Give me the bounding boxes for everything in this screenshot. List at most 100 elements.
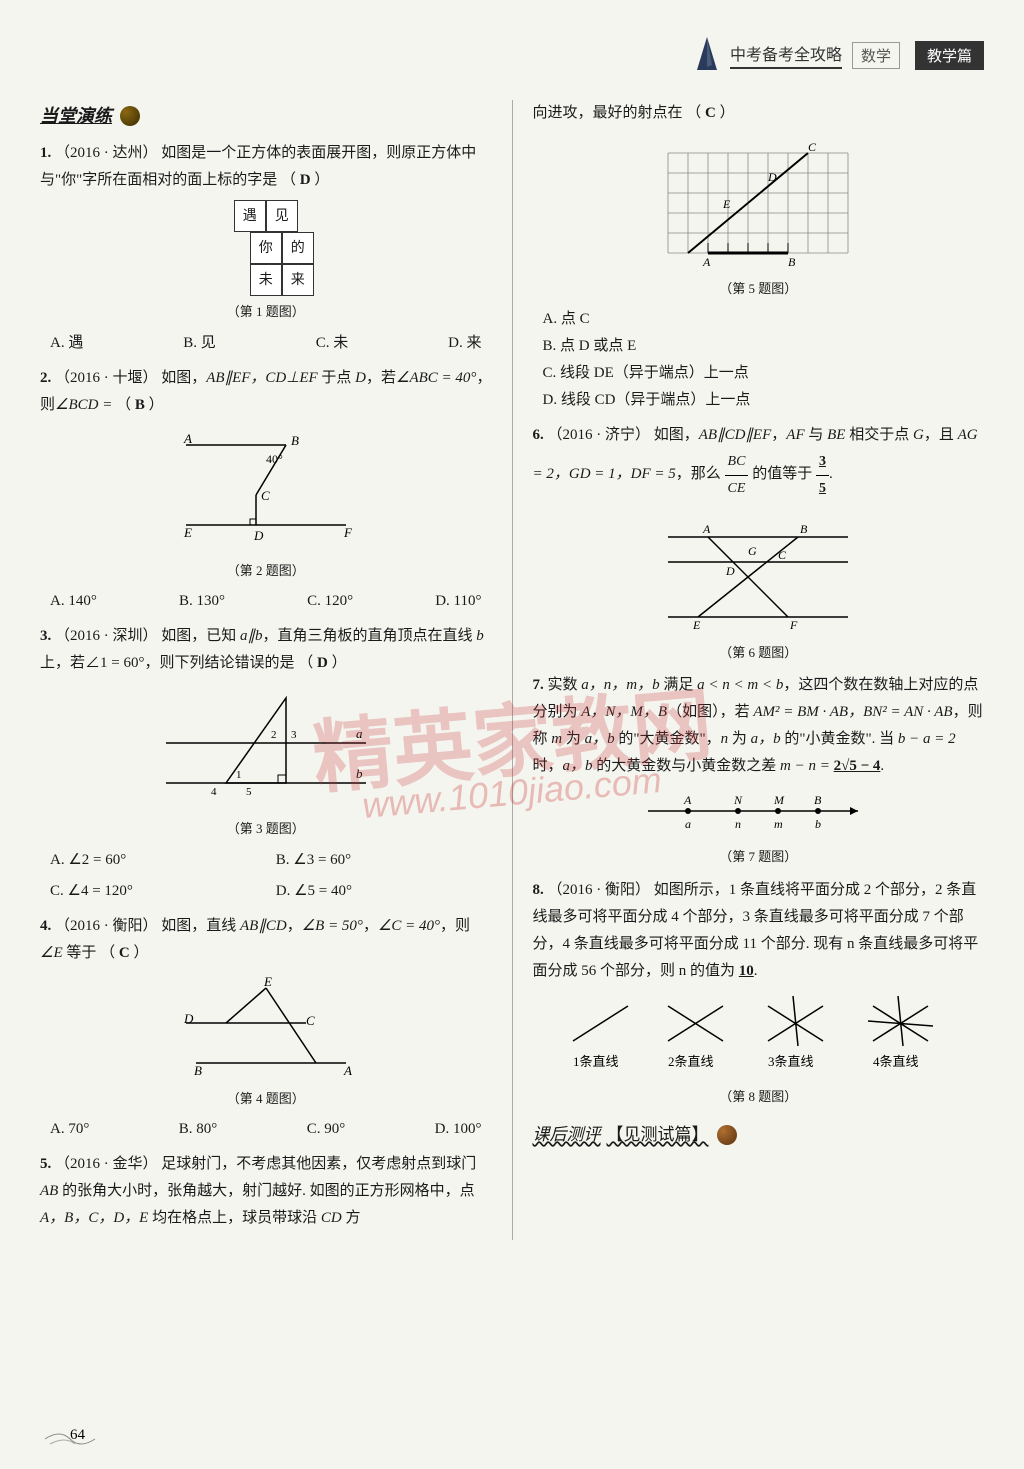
svg-text:A: A	[702, 255, 711, 269]
q4-tb: AB∥CD	[240, 918, 287, 934]
q7-tf: A，N，M，B	[581, 704, 667, 720]
svg-text:B: B	[788, 255, 796, 269]
q6-tg: 相交于点	[845, 427, 913, 443]
q2-opt-d: D. 110°	[435, 588, 481, 615]
q3-opt-d: D. ∠5 = 40°	[276, 878, 482, 905]
q6-tc: ，	[771, 427, 786, 443]
q3-opt-c: C. ∠4 = 120°	[50, 878, 256, 905]
q5-tb: AB	[40, 1183, 58, 1199]
q5-opt-b: B. 点 D 或点 E	[543, 333, 975, 360]
q4-te: ，	[363, 918, 378, 934]
q5-te: 均在格点上，球员带球沿	[148, 1210, 321, 1226]
header-subject: 数学	[852, 42, 900, 69]
q1-source: （2016 · 达州）	[55, 145, 158, 161]
svg-text:1: 1	[236, 769, 242, 781]
q5-figure: A B C D E （第 5 题图）	[533, 133, 985, 300]
svg-text:b: b	[815, 817, 821, 831]
q7-caption: （第 7 题图）	[533, 845, 985, 868]
q1-options: A. 遇 B. 见 C. 未 D. 来	[40, 330, 492, 357]
svg-text:A: A	[702, 522, 711, 536]
svg-text:m: m	[774, 817, 783, 831]
q2-ta: 如图，	[161, 370, 206, 386]
svg-text:a: a	[356, 726, 363, 741]
q6-num: 6.	[533, 427, 544, 443]
q4-answer: C	[119, 945, 130, 961]
q2-figure: A B 40° C E D F （第 2 题图）	[40, 425, 492, 582]
page-number: 64	[70, 1427, 85, 1444]
page-header: 中考备考全攻略 数学 教学篇	[40, 30, 984, 80]
svg-text:2: 2	[271, 729, 277, 741]
q3-td: b	[476, 628, 484, 644]
q2-tb: AB∥EF，CD⊥EF	[206, 370, 317, 386]
q7-tl: a，b	[585, 731, 615, 747]
q6-ta: 如图，	[654, 427, 699, 443]
header-title: 中考备考全攻略	[730, 41, 842, 69]
svg-text:3: 3	[291, 729, 297, 741]
q6-fnum: BC	[725, 449, 749, 475]
header-section: 教学篇	[915, 41, 984, 70]
q6-source: （2016 · 济宁）	[548, 427, 651, 443]
q7-tv: m − n =	[780, 758, 830, 774]
q4-opt-a: A. 70°	[50, 1116, 89, 1143]
svg-text:B: B	[814, 793, 822, 807]
q1-opt-a: A. 遇	[50, 330, 83, 357]
q7-answer: 2√5 − 4	[834, 758, 881, 774]
q4-opt-c: C. 90°	[307, 1116, 346, 1143]
q8-caption: （第 8 题图）	[533, 1085, 985, 1108]
question-6: 6. （2016 · 济宁） 如图，AB∥CD∥EF，AF 与 BE 相交于点 …	[533, 422, 985, 664]
svg-text:5: 5	[246, 786, 252, 798]
q5-options: A. 点 C B. 点 D 或点 E C. 线段 DE（异于端点）上一点 D. …	[533, 306, 985, 414]
q3-num: 3.	[40, 628, 51, 644]
practice-title-text: 当堂演练	[40, 100, 112, 132]
q4-source: （2016 · 衡阳）	[55, 918, 158, 934]
q6-tb: AB∥CD∥EF	[699, 427, 772, 443]
q6-th: G	[913, 427, 924, 443]
svg-text:b: b	[356, 766, 363, 781]
net-cell: 的	[282, 232, 314, 264]
svg-text:A: A	[183, 431, 192, 446]
svg-text:E: E	[722, 197, 731, 211]
question-2: 2. （2016 · 十堰） 如图，AB∥EF，CD⊥EF 于点 D，若∠ABC…	[40, 365, 492, 615]
svg-text:E: E	[263, 974, 272, 989]
net-cell: 来	[282, 264, 314, 296]
net-cell: 遇	[234, 200, 266, 232]
right-column: 向进攻，最好的射点在 （ C ）	[533, 100, 985, 1240]
svg-text:N: N	[733, 793, 743, 807]
q5-caption: （第 5 题图）	[533, 277, 985, 300]
svg-text:3条直线: 3条直线	[768, 1054, 814, 1069]
q6-td: AF	[786, 427, 804, 443]
question-1: 1. （2016 · 达州） 如图是一个正方体的表面展开图，则原正方体中与"你"…	[40, 140, 492, 356]
q8-num: 8.	[533, 882, 544, 898]
svg-text:B: B	[291, 433, 299, 448]
q7-tr: b − a = 2	[898, 731, 956, 747]
q4-ta: 如图，直线	[161, 918, 240, 934]
question-5-left: 5. （2016 · 金华） 足球射门，不考虑其他因素，仅考虑射点到球门 AB …	[40, 1151, 492, 1232]
q5-opt-a: A. 点 C	[543, 306, 975, 333]
q8-figure: 1条直线 2条直线 3条直线 4条直线 （第 8 题图）	[533, 991, 985, 1108]
net-cell: 见	[266, 200, 298, 232]
q6-tl: 的值等于	[752, 467, 812, 483]
q5-opt-d: D. 线段 CD（异于端点）上一点	[543, 387, 975, 414]
svg-text:M: M	[773, 793, 785, 807]
svg-text:A: A	[683, 793, 692, 807]
q3-tc: ，直角三角板的直角顶点在直线	[263, 628, 477, 644]
practice-title: 当堂演练	[40, 100, 492, 132]
svg-text:B: B	[194, 1063, 202, 1078]
svg-text:D: D	[725, 564, 735, 578]
q3-opt-b: B. ∠3 = 60°	[276, 847, 482, 874]
q3-answer: D	[317, 655, 328, 671]
column-divider	[512, 100, 513, 1240]
q5-tc: 的张角大小时，张角越大，射门越好. 如图的正方形网格中，点	[58, 1183, 474, 1199]
q2-opt-c: C. 120°	[307, 588, 353, 615]
q6-ans-den: 5	[816, 476, 829, 501]
q6-ti: ，且	[924, 427, 958, 443]
q4-ti: 等于	[63, 945, 97, 961]
q7-tt: a，b	[563, 758, 593, 774]
q1-caption: （第 1 题图）	[40, 300, 492, 323]
q6-tk: ，那么	[676, 467, 721, 483]
q4-opt-d: D. 100°	[435, 1116, 482, 1143]
q3-options: A. ∠2 = 60° B. ∠3 = 60° C. ∠4 = 120° D. …	[40, 847, 492, 905]
q5-td: A，B，C，D，E	[40, 1210, 148, 1226]
q1-num: 1.	[40, 145, 51, 161]
q3-caption: （第 3 题图）	[40, 817, 492, 840]
